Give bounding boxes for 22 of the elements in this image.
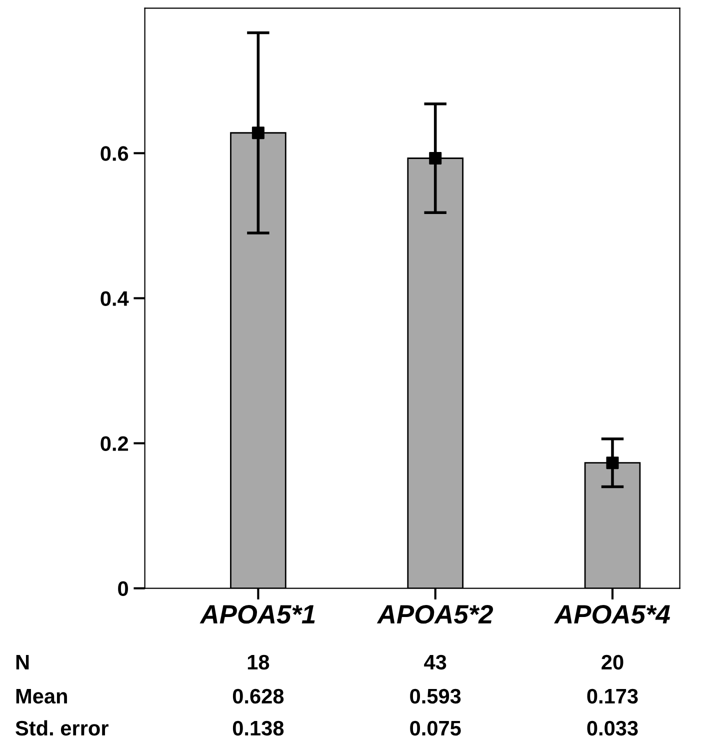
x-tick-label: APOA5*2 [376, 604, 493, 624]
y-tick-label: 0.4 [100, 291, 129, 306]
point [429, 152, 442, 165]
data-label: 0.593 [410, 688, 461, 704]
text: 20 [602, 654, 624, 670]
x-tick-label: APOA5*4 [554, 604, 670, 624]
text: 43 [424, 654, 446, 670]
text: Mean [16, 689, 67, 704]
data-label: 0.628 [232, 688, 284, 704]
text: N [16, 655, 29, 670]
y-tick-label: 0 [118, 581, 128, 596]
text: 0.033 [587, 720, 638, 736]
data-label: 0.173 [587, 688, 638, 704]
x-tick-label: APOA5*1 [200, 604, 315, 624]
y-tick-label: 0.2 [100, 436, 128, 452]
y-tick-label: 0.6 [100, 146, 128, 161]
text: Std. error [16, 720, 108, 736]
text: 0.138 [232, 720, 284, 736]
text: 0.075 [410, 720, 461, 736]
text: 18 [248, 654, 270, 670]
point [606, 456, 619, 470]
point [252, 126, 264, 140]
